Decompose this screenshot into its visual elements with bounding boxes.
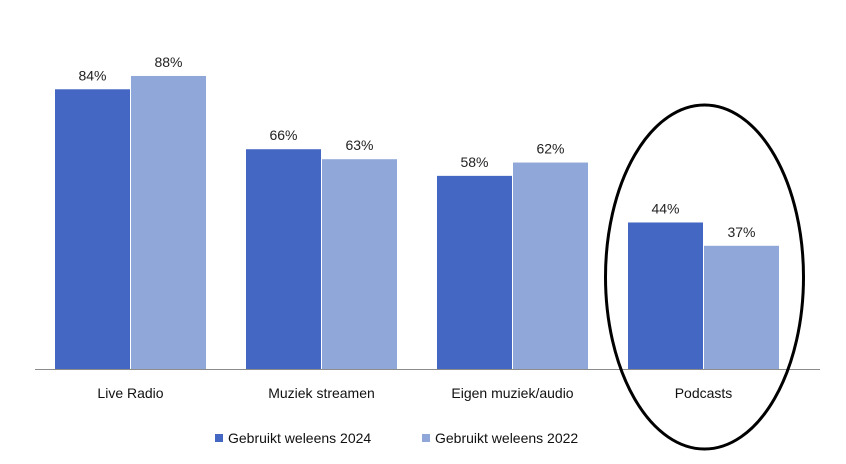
data-label-muziek-streamen-gebruikt-weleens-2024: 66% — [269, 127, 297, 143]
legend: Gebruikt weleens 2024 Gebruikt weleens 20… — [215, 430, 578, 446]
category-labels-group: Live Radio Muziek streamen Eigen muziek/au… — [97, 385, 732, 401]
bar-podcasts-gebruikt-weleens-2022 — [704, 245, 779, 369]
data-label-live-radio-gebruikt-weleens-2024: 84% — [78, 67, 106, 83]
data-label-podcasts-gebruikt-weleens-2024: 44% — [651, 200, 679, 216]
legend-swatch-gebruikt-weleens-2024 — [215, 434, 223, 442]
category-label-eigen-muziek-audio: Eigen muziek/audio — [451, 385, 573, 401]
category-label-muziek-streamen: Muziek streamen — [268, 385, 375, 401]
legend-label-gebruikt-weleens-2022: Gebruikt weleens 2022 — [435, 430, 578, 446]
category-label-podcasts: Podcasts — [675, 385, 733, 401]
bar-live-radio-gebruikt-weleens-2024 — [55, 89, 130, 369]
bar-eigen-muziek-audio-gebruikt-weleens-2024 — [437, 175, 512, 369]
legend-swatch-gebruikt-weleens-2022 — [422, 434, 430, 442]
bars-group — [55, 75, 779, 370]
category-label-live-radio: Live Radio — [97, 385, 163, 401]
bar-eigen-muziek-audio-gebruikt-weleens-2022 — [513, 162, 588, 369]
data-label-live-radio-gebruikt-weleens-2022: 88% — [154, 54, 182, 70]
legend-label-gebruikt-weleens-2024: Gebruikt weleens 2024 — [228, 430, 371, 446]
bar-muziek-streamen-gebruikt-weleens-2022 — [322, 159, 397, 369]
data-label-podcasts-gebruikt-weleens-2022: 37% — [727, 224, 755, 240]
podcasts-highlight-ellipse — [604, 103, 805, 451]
data-labels-group: 84% 88% 66% 63% 58% 62% 44% 37% — [78, 54, 755, 240]
data-label-eigen-muziek-audio-gebruikt-weleens-2022: 62% — [536, 141, 564, 157]
data-label-muziek-streamen-gebruikt-weleens-2022: 63% — [345, 137, 373, 153]
bar-muziek-streamen-gebruikt-weleens-2024 — [246, 149, 321, 369]
bar-podcasts-gebruikt-weleens-2024 — [628, 222, 703, 369]
data-label-eigen-muziek-audio-gebruikt-weleens-2024: 58% — [460, 154, 488, 170]
bar-live-radio-gebruikt-weleens-2022 — [131, 75, 206, 370]
